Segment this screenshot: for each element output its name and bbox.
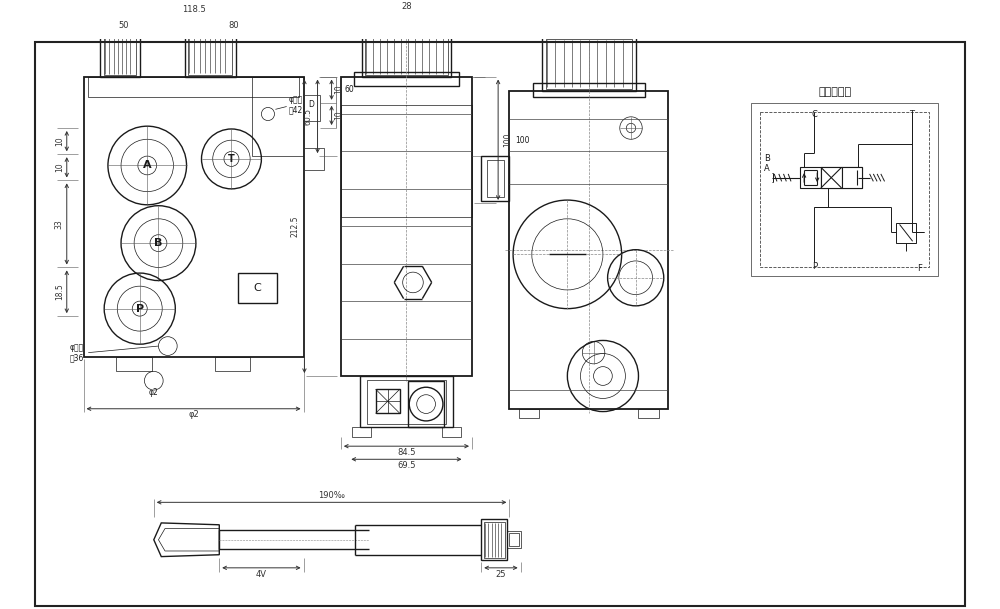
Text: 190‰: 190‰	[318, 491, 345, 500]
Bar	[896, 222, 916, 243]
Text: 84.5: 84.5	[397, 448, 416, 457]
Bar	[800, 167, 821, 188]
Text: φ通孔
高36: φ通孔 高36	[70, 343, 84, 362]
Bar	[519, 409, 539, 418]
Bar	[408, 381, 444, 428]
Text: 18.5: 18.5	[55, 283, 64, 300]
Bar	[252, 77, 304, 156]
Text: 60: 60	[345, 85, 354, 94]
Text: 80: 80	[228, 21, 239, 30]
Text: 100: 100	[515, 136, 529, 145]
Bar	[481, 519, 507, 560]
Text: 4V: 4V	[256, 570, 267, 579]
Text: 10: 10	[55, 163, 64, 172]
Bar	[185, 33, 236, 77]
Text: C: C	[254, 283, 262, 293]
Bar	[360, 376, 453, 428]
Bar	[509, 91, 668, 409]
Text: D: D	[308, 100, 314, 109]
Bar	[365, 23, 448, 75]
Text: T: T	[909, 110, 914, 119]
Bar	[362, 21, 451, 77]
Bar	[376, 389, 400, 414]
Bar	[84, 77, 304, 357]
Bar	[367, 380, 446, 424]
Text: P: P	[136, 304, 144, 314]
Text: B: B	[154, 238, 163, 248]
Bar	[304, 95, 320, 121]
Text: 33: 33	[55, 219, 64, 229]
Text: P: P	[812, 262, 817, 271]
Bar	[842, 167, 862, 188]
Text: T: T	[228, 154, 235, 164]
Text: 69.5: 69.5	[397, 462, 416, 470]
Bar	[442, 428, 461, 437]
Bar	[484, 522, 505, 557]
Text: φ通孔
高42: φ通孔 高42	[289, 95, 303, 114]
Text: 100: 100	[503, 133, 512, 147]
Text: 64: 64	[401, 0, 412, 2]
Bar	[341, 105, 472, 217]
Text: A: A	[764, 164, 770, 173]
Bar	[352, 428, 371, 437]
Bar	[821, 167, 842, 188]
Bar	[533, 83, 645, 97]
Bar	[238, 273, 277, 303]
Text: F: F	[917, 264, 922, 273]
Text: B: B	[764, 155, 770, 163]
Bar	[341, 77, 472, 376]
Bar	[88, 77, 299, 97]
Text: 25: 25	[496, 570, 506, 579]
Text: A: A	[143, 160, 152, 171]
Text: 10: 10	[55, 136, 64, 146]
Text: 60.5: 60.5	[304, 108, 313, 125]
Bar	[116, 357, 152, 371]
Text: 118.5: 118.5	[182, 5, 205, 14]
Bar	[546, 39, 632, 89]
Bar	[354, 72, 459, 86]
Text: 10: 10	[335, 85, 344, 94]
Bar	[188, 35, 232, 75]
Bar	[215, 357, 250, 371]
Text: φ2: φ2	[188, 410, 199, 419]
Bar	[104, 27, 136, 75]
Bar	[638, 409, 659, 418]
Bar	[842, 167, 862, 188]
Text: C: C	[811, 110, 817, 119]
Text: 212.5: 212.5	[291, 216, 300, 237]
Bar	[542, 37, 636, 91]
Bar	[507, 531, 521, 548]
Bar	[481, 156, 509, 201]
Bar	[821, 167, 842, 188]
Text: 28: 28	[401, 2, 412, 11]
Text: 液压原理图: 液压原理图	[818, 86, 852, 97]
Text: 50: 50	[118, 21, 129, 30]
Text: φ2: φ2	[149, 389, 159, 397]
Bar	[304, 148, 324, 170]
Bar	[751, 103, 938, 276]
Bar	[509, 533, 519, 546]
Bar	[487, 160, 504, 197]
Bar	[760, 112, 929, 267]
Bar	[100, 25, 140, 77]
Text: 10: 10	[335, 111, 344, 120]
